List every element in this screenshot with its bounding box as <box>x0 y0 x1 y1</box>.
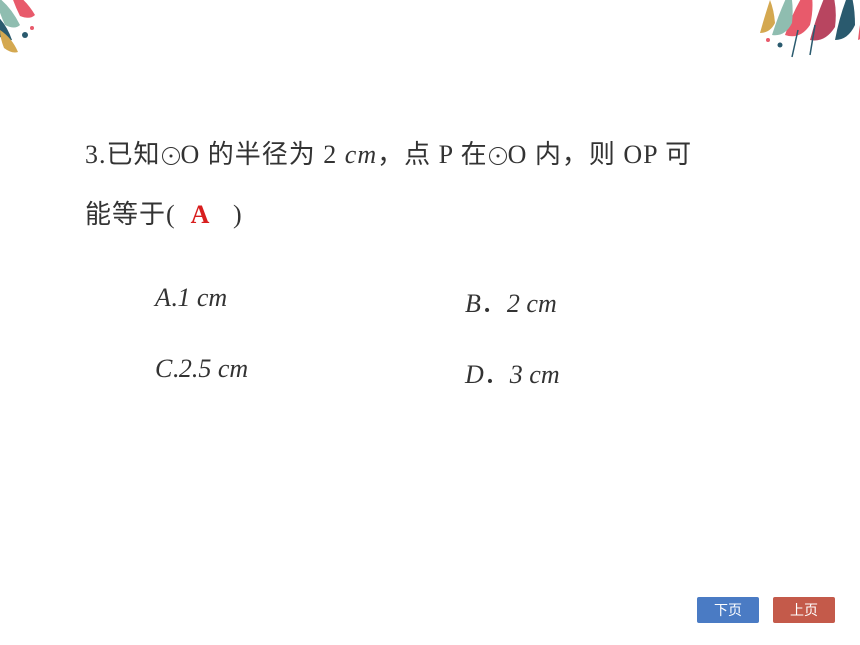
question-text-line2: 能等于( A ) <box>85 185 785 245</box>
option-d[interactable]: D．3 cm <box>465 354 560 391</box>
circle-symbol-1 <box>162 147 180 165</box>
next-page-button[interactable]: 下页 <box>697 597 759 623</box>
question-content: 3.已知 O 的半径为 2 cm，点 P 在 O 内，则 OP 可 能等于( A )… <box>85 125 785 425</box>
option-b-sep: ． <box>481 289 507 318</box>
circle-symbol-2 <box>489 147 507 165</box>
q-line2-end: ) <box>233 200 243 229</box>
option-d-sep: ． <box>484 360 510 389</box>
option-d-label: D <box>465 360 484 389</box>
option-b[interactable]: B．2 cm <box>465 283 557 320</box>
answer-highlight: A <box>191 200 211 229</box>
question-number: 3. <box>85 140 107 169</box>
option-a[interactable]: A.1 cm <box>155 283 465 320</box>
option-row-2: C.2.5 cm D．3 cm <box>155 354 785 391</box>
option-c[interactable]: C.2.5 cm <box>155 354 465 391</box>
question-text: 3.已知 O 的半径为 2 cm，点 P 在 O 内，则 OP 可 <box>85 125 785 185</box>
q-part1: 已知 <box>107 140 161 169</box>
nav-buttons: 下页 上页 <box>697 597 835 623</box>
q-line2: 能等于( <box>85 200 176 229</box>
options-block: A.1 cm B．2 cm C.2.5 cm D．3 cm <box>155 283 785 391</box>
decoration-top-left <box>0 0 90 80</box>
prev-page-button[interactable]: 上页 <box>773 597 835 623</box>
option-a-value: 1 cm <box>177 283 227 312</box>
q-part3: ，点 P 在 <box>377 140 488 169</box>
q-unit1: cm <box>337 140 377 169</box>
decoration-top-right <box>710 0 860 85</box>
option-a-label: A <box>155 283 171 312</box>
option-b-label: B <box>465 289 481 318</box>
option-c-value: 2.5 cm <box>179 354 248 383</box>
option-b-value: 2 cm <box>507 289 557 318</box>
option-c-label: C <box>155 354 172 383</box>
option-d-value: 3 cm <box>510 360 560 389</box>
option-row-1: A.1 cm B．2 cm <box>155 283 785 320</box>
q-part4: O 内，则 OP 可 <box>508 140 693 169</box>
q-part2: O 的半径为 2 <box>181 140 338 169</box>
